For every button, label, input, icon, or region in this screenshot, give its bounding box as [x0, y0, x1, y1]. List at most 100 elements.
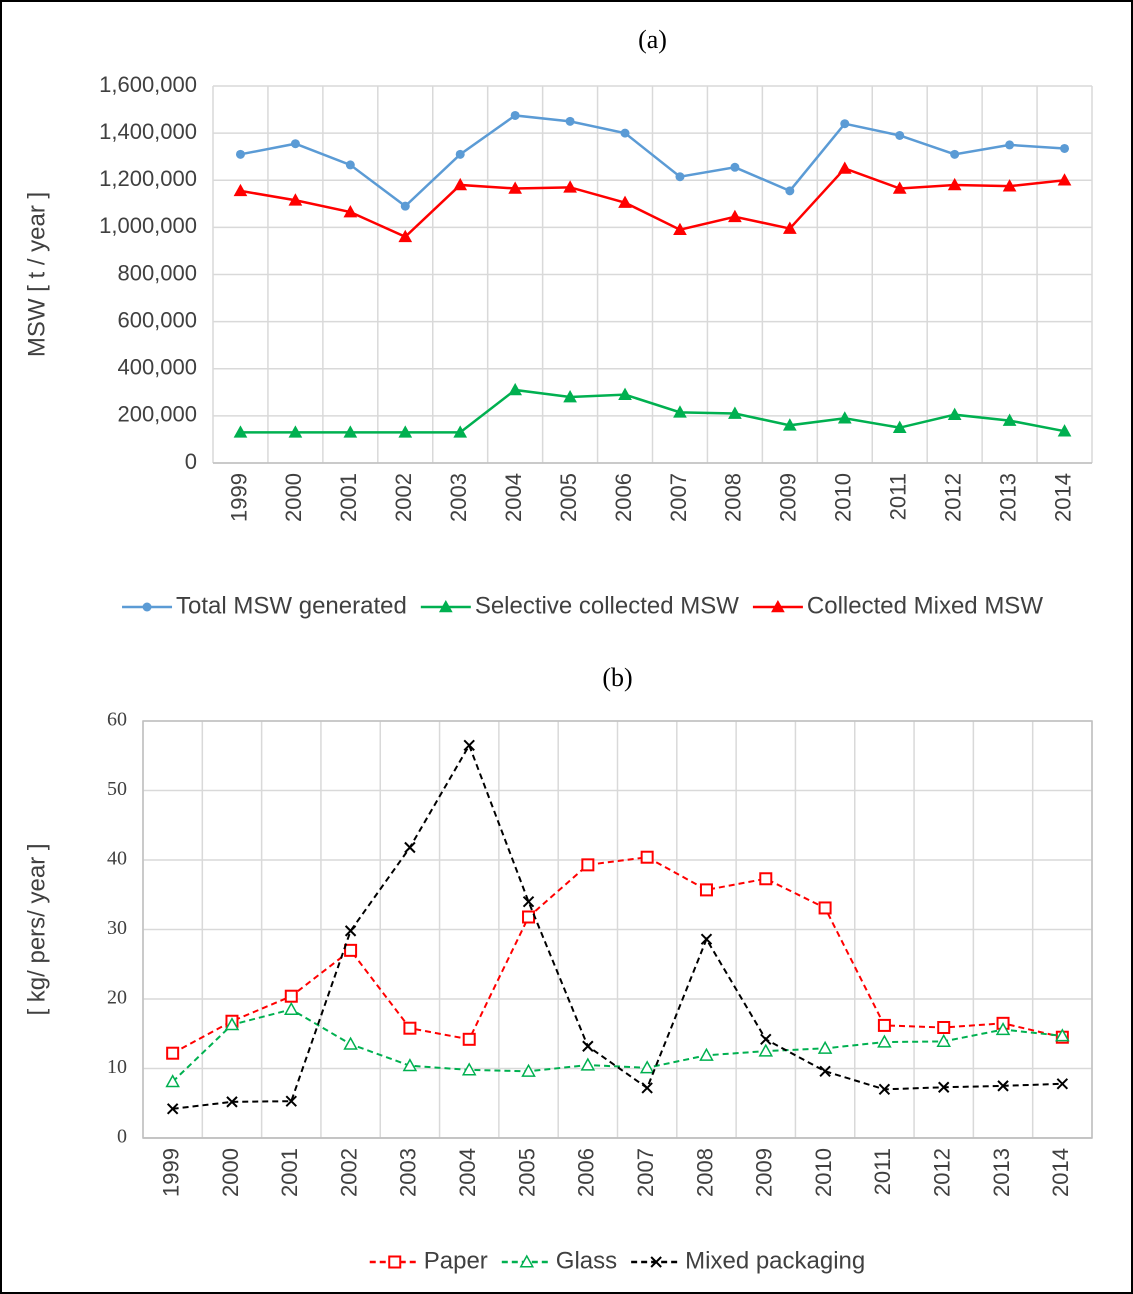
marker — [400, 201, 410, 211]
x-tick-label: 2009 — [776, 473, 801, 522]
x-tick-label: 2005 — [556, 473, 581, 522]
y-tick-label: 30 — [107, 917, 127, 939]
y-tick-label: 0 — [185, 449, 197, 474]
marker — [760, 1033, 772, 1046]
marker — [343, 425, 358, 438]
chart-title: (b) — [602, 663, 632, 692]
legend-label: Glass — [556, 1247, 617, 1274]
legend-label: Paper — [424, 1247, 488, 1274]
legend-label: Total MSW generated — [176, 592, 407, 619]
legend-marker — [519, 1254, 535, 1268]
x-tick-label: 2008 — [692, 1148, 717, 1197]
marker — [639, 1060, 655, 1074]
x-tick-label: 2013 — [995, 473, 1020, 522]
marker — [582, 1040, 594, 1052]
y-tick-label: 20 — [107, 987, 127, 1009]
y-tick-label: 40 — [107, 848, 127, 870]
legend-marker — [438, 599, 453, 613]
marker — [997, 1080, 1009, 1092]
marker — [343, 205, 358, 218]
marker — [641, 1082, 653, 1094]
x-tick-label: 2011 — [870, 1148, 895, 1195]
marker — [730, 162, 740, 172]
marker — [166, 1046, 180, 1060]
x-tick-label: 2009 — [752, 1148, 777, 1197]
marker — [398, 425, 413, 438]
x-tick-label: 2006 — [574, 1148, 599, 1197]
x-tick-label: 2001 — [277, 1148, 302, 1197]
marker — [673, 222, 687, 236]
marker — [580, 1057, 596, 1071]
marker — [782, 418, 797, 431]
legend: Paper Glass Mixed packaging — [369, 1247, 865, 1274]
marker — [508, 181, 523, 194]
marker — [344, 943, 358, 957]
marker — [581, 858, 595, 872]
marker — [508, 382, 523, 396]
chart-title: (a) — [638, 25, 667, 54]
marker — [404, 841, 416, 854]
x-tick-label: 1999 — [158, 1148, 183, 1197]
marker — [758, 1043, 774, 1057]
marker — [1055, 1028, 1070, 1042]
marker — [285, 1095, 297, 1107]
y-tick-label: 1,000,000 — [99, 213, 197, 238]
marker — [950, 149, 960, 159]
marker — [620, 128, 630, 138]
marker — [840, 119, 850, 129]
marker — [345, 160, 355, 170]
marker — [892, 420, 907, 433]
x-tick-label: 2003 — [396, 1148, 421, 1197]
y-tick-label: 200,000 — [117, 402, 197, 427]
y-axis-label: [ kg/ pers/ year ] — [23, 843, 50, 1015]
marker — [1060, 143, 1070, 153]
y-tick-label: 10 — [107, 1056, 127, 1078]
marker — [462, 1032, 476, 1046]
marker — [782, 221, 797, 234]
x-tick-label: 2004 — [501, 473, 526, 522]
marker — [563, 389, 577, 403]
marker — [947, 407, 962, 420]
marker — [1057, 173, 1072, 186]
x-tick-label: 2000 — [281, 473, 306, 522]
marker — [936, 1033, 951, 1047]
marker — [461, 1062, 477, 1076]
legend-marker — [142, 602, 152, 612]
marker — [728, 209, 742, 223]
legend-marker — [388, 1255, 402, 1269]
marker — [521, 1063, 536, 1077]
series-line — [172, 856, 1063, 1055]
marker — [344, 925, 357, 937]
series-line — [171, 1008, 1063, 1083]
marker — [284, 1001, 299, 1015]
marker — [618, 195, 632, 208]
marker — [233, 425, 248, 438]
marker — [288, 193, 303, 206]
marker — [699, 883, 713, 897]
marker — [817, 1040, 833, 1054]
legend-label: Selective collected MSW — [475, 592, 739, 619]
marker — [455, 149, 465, 159]
marker — [463, 739, 475, 752]
legend-marker — [650, 1256, 662, 1268]
marker — [895, 130, 905, 140]
marker — [878, 1083, 891, 1096]
marker — [640, 850, 654, 864]
x-tick-label: 1999 — [226, 473, 251, 522]
x-tick-label: 2012 — [930, 1148, 955, 1197]
x-tick-label: 2002 — [391, 473, 416, 522]
marker — [235, 149, 245, 159]
y-tick-label: 0 — [117, 1126, 127, 1148]
marker — [510, 110, 520, 120]
x-tick-label: 2001 — [336, 473, 361, 522]
marker — [233, 183, 248, 197]
marker — [402, 1058, 418, 1072]
x-tick-label: 2006 — [611, 473, 636, 522]
x-tick-label: 2010 — [831, 473, 856, 522]
marker — [892, 181, 907, 194]
x-tick-label: 2007 — [633, 1148, 658, 1197]
marker — [995, 1022, 1011, 1036]
marker — [937, 1020, 951, 1034]
y-axis-label: MSW [ t / year ] — [23, 192, 50, 357]
